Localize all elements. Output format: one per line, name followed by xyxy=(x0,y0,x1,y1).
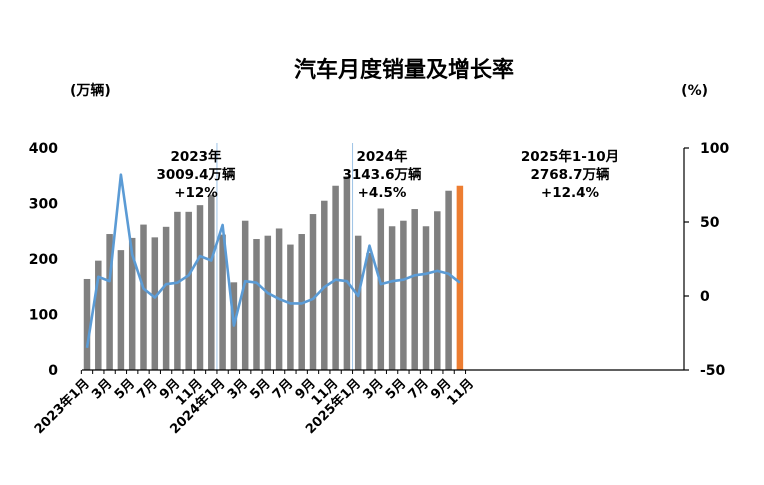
bar xyxy=(377,208,385,370)
annotation-line: +12% xyxy=(174,185,218,201)
bar xyxy=(445,190,452,370)
bar xyxy=(174,211,181,370)
bar xyxy=(287,244,294,370)
x-tick-label: 11月 xyxy=(444,376,477,409)
x-tick-label: 2023年1月 xyxy=(31,376,93,438)
y-right-ticks: -50 0 50 100 xyxy=(700,141,729,379)
y-right-tick-label: 50 xyxy=(700,215,720,231)
bar xyxy=(343,176,351,370)
bar xyxy=(241,220,249,370)
bar xyxy=(208,194,215,370)
bar xyxy=(411,209,418,370)
annotation-line: 2768.7万辆 xyxy=(530,166,610,183)
period-dividers xyxy=(216,143,354,370)
x-tick-label: 7月 xyxy=(134,376,160,402)
annotation-line: 3009.4万辆 xyxy=(156,166,236,183)
bar xyxy=(388,226,396,370)
growth-line xyxy=(85,173,461,349)
axes xyxy=(80,147,689,374)
bar xyxy=(95,260,102,370)
bar xyxy=(196,205,204,370)
bar xyxy=(106,234,113,370)
annotation: 2024年 3143.6万辆 +4.5% xyxy=(342,148,422,201)
y-right-tick-label: -50 xyxy=(700,363,726,379)
bar xyxy=(128,237,136,370)
bar xyxy=(321,200,328,370)
growth-line-series xyxy=(85,173,461,349)
annotations: 2023年 3009.4万辆 +12% 2024年 3143.6万辆 +4.5% 2025年… xyxy=(156,148,619,201)
x-tick-label: 3月 xyxy=(360,376,386,402)
annotation-line: 2025年1-10月 xyxy=(521,148,619,165)
bar xyxy=(422,226,430,370)
y-left-ticks: 0 100 200 300 400 xyxy=(29,141,58,379)
bar xyxy=(140,224,147,370)
annotation-line: 2023年 xyxy=(170,148,222,165)
y-left-unit-label: (万辆) xyxy=(70,82,111,99)
bar xyxy=(219,234,226,370)
annotation: 2023年 3009.4万辆 +12% xyxy=(156,148,236,201)
annotation-line: 3143.6万辆 xyxy=(342,166,422,183)
bar xyxy=(434,211,441,370)
y-right-tick-label: 100 xyxy=(700,141,729,157)
x-tick-label: 3月 xyxy=(225,376,251,402)
x-tick-label: 5月 xyxy=(247,376,273,402)
y-left-tick-label: 0 xyxy=(48,363,58,379)
y-left-tick-label: 200 xyxy=(29,252,58,268)
bar xyxy=(151,237,159,370)
bar xyxy=(253,239,260,370)
x-tick-label: 5月 xyxy=(112,376,138,402)
bar xyxy=(400,220,407,370)
annotation-line: 2024年 xyxy=(356,148,408,165)
y-right-unit-label: (%) xyxy=(681,83,708,99)
y-left-tick-label: 400 xyxy=(29,141,58,157)
chart-title: 汽车月度销量及增长率 xyxy=(294,57,514,83)
bar xyxy=(456,185,464,370)
annotation-line: +12.4% xyxy=(541,185,600,201)
x-tick-label: 7月 xyxy=(406,376,432,402)
y-left-tick-label: 100 xyxy=(29,308,58,324)
annotation: 2025年1-10月 2768.7万辆 +12.4% xyxy=(521,148,619,201)
x-ticks: 2023年1月3月5月7月9月11月2024年1月3月5月7月9月11月2025… xyxy=(31,376,477,438)
x-tick-label: 3月 xyxy=(89,376,115,402)
bar xyxy=(309,214,317,370)
bar-series xyxy=(83,176,464,370)
y-right-tick-label: 0 xyxy=(700,289,710,305)
bar xyxy=(264,235,272,370)
bar xyxy=(354,235,362,370)
x-tick-label: 5月 xyxy=(383,376,409,402)
bar xyxy=(83,278,91,370)
annotation-line: +4.5% xyxy=(358,185,407,201)
bar xyxy=(185,211,192,370)
bar xyxy=(162,226,170,370)
x-tick-label: 7月 xyxy=(270,376,296,402)
bar xyxy=(332,185,339,370)
bar xyxy=(117,250,125,370)
bar xyxy=(366,252,373,370)
y-left-tick-label: 300 xyxy=(29,197,58,213)
